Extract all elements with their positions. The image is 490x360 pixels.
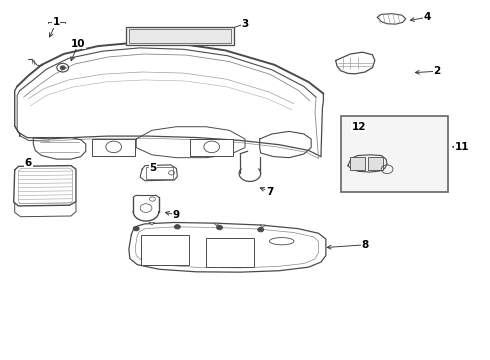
Circle shape <box>130 30 135 33</box>
Text: 11: 11 <box>454 142 469 152</box>
Circle shape <box>258 228 264 232</box>
Ellipse shape <box>270 238 294 245</box>
Polygon shape <box>260 225 266 228</box>
Polygon shape <box>149 222 155 225</box>
Text: 2: 2 <box>434 66 441 76</box>
Text: 5: 5 <box>149 163 156 174</box>
Bar <box>146 167 173 179</box>
Polygon shape <box>214 223 220 226</box>
Circle shape <box>138 35 143 38</box>
Bar <box>368 157 383 170</box>
Text: 12: 12 <box>351 122 366 132</box>
Text: 7: 7 <box>266 186 273 197</box>
Text: 10: 10 <box>71 39 86 49</box>
Text: 3: 3 <box>242 19 248 29</box>
Bar <box>129 29 231 43</box>
Text: 1: 1 <box>53 17 60 27</box>
Bar <box>350 157 365 170</box>
Circle shape <box>138 39 143 43</box>
Circle shape <box>130 35 135 38</box>
Bar <box>126 27 234 45</box>
Bar <box>92 139 135 156</box>
Circle shape <box>60 66 65 69</box>
Text: 9: 9 <box>173 210 180 220</box>
Circle shape <box>138 30 143 33</box>
Circle shape <box>133 226 139 231</box>
FancyBboxPatch shape <box>341 116 448 192</box>
Bar <box>141 235 189 265</box>
Bar <box>206 238 254 267</box>
Bar <box>190 139 233 156</box>
Circle shape <box>174 225 180 229</box>
Text: 4: 4 <box>423 12 431 22</box>
Circle shape <box>130 39 135 43</box>
Circle shape <box>217 225 222 230</box>
Text: 8: 8 <box>362 240 368 250</box>
Text: 6: 6 <box>25 158 32 168</box>
